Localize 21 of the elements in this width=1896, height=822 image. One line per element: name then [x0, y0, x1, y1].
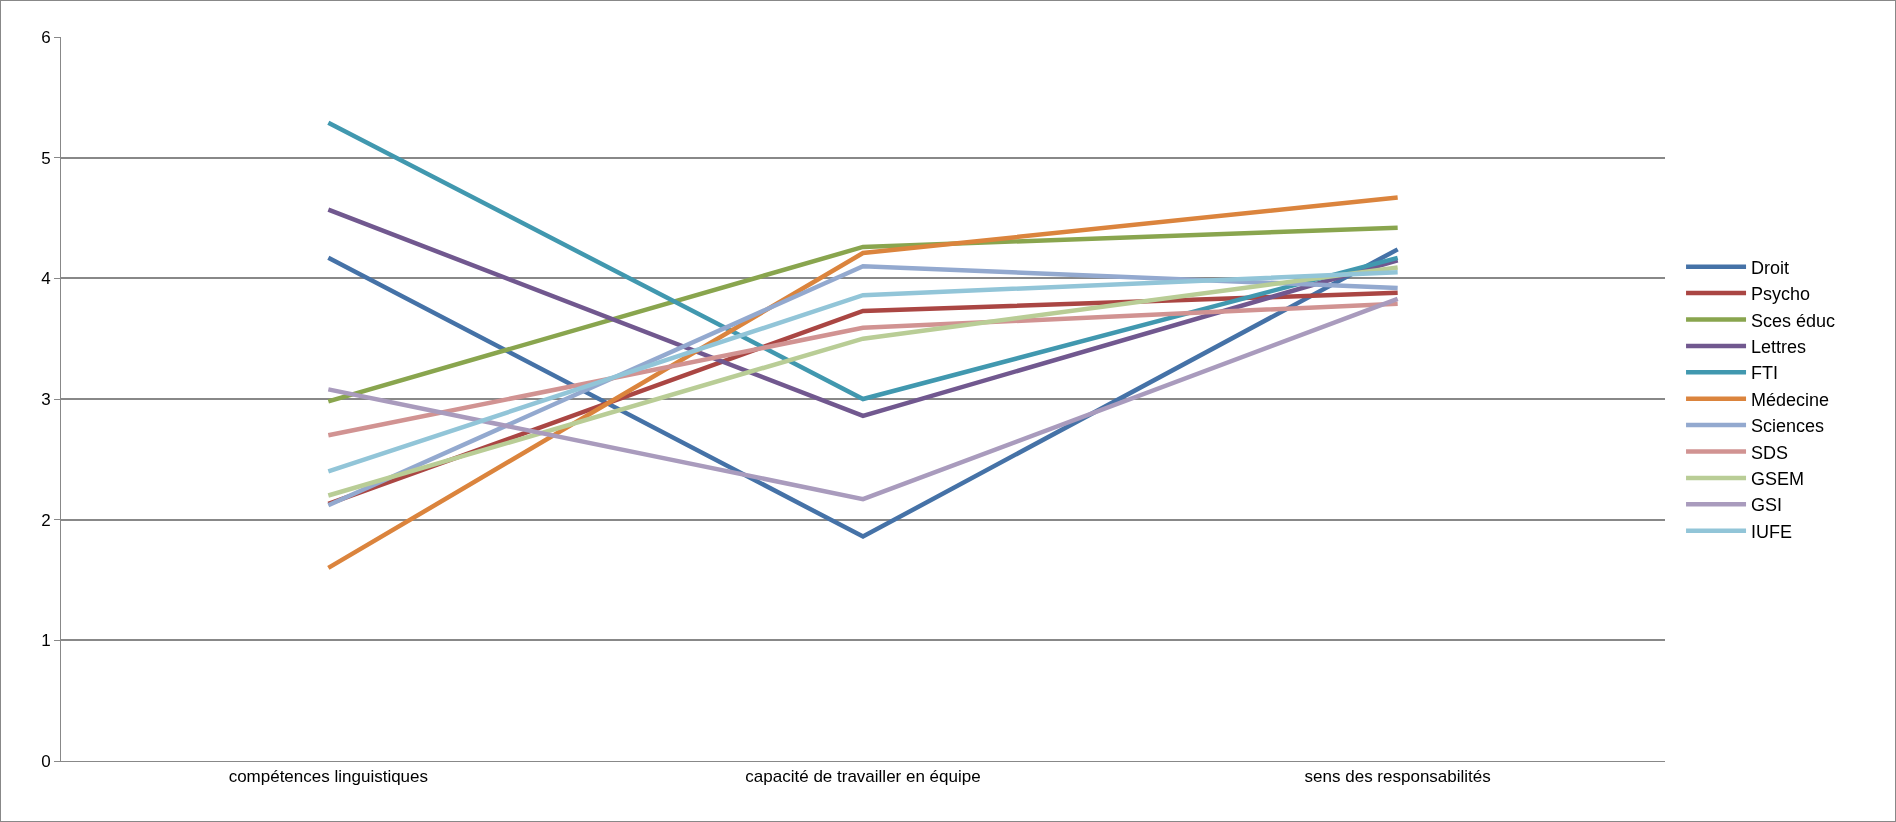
y-tick-label: 1	[41, 631, 51, 651]
legend-label: Sciences	[1751, 416, 1825, 437]
y-tick-label: 2	[41, 510, 51, 530]
y-tick-label: 3	[41, 389, 51, 409]
x-tick-label: capacité de travailler en équipe	[745, 767, 981, 787]
y-tick-label: 6	[41, 27, 51, 47]
legend-label: IUFE	[1751, 521, 1793, 542]
legend-label: Lettres	[1751, 336, 1807, 357]
y-tick-label: 4	[41, 269, 51, 289]
legend-label: Sces éduc	[1751, 310, 1836, 331]
legend-label: GSEM	[1751, 468, 1805, 489]
legend-label: Médecine	[1751, 389, 1830, 410]
legend-label: SDS	[1751, 442, 1789, 463]
y-tick-label: 0	[41, 751, 51, 771]
legend-label: FTI	[1751, 363, 1779, 384]
legend-label: GSI	[1751, 495, 1783, 516]
y-tick-label: 5	[41, 148, 51, 168]
x-tick-label: sens des responsabilités	[1304, 767, 1491, 787]
legend-label: Psycho	[1751, 284, 1811, 305]
legend-label: Droit	[1751, 257, 1790, 278]
x-tick-label: compétences linguistiques	[228, 767, 429, 787]
